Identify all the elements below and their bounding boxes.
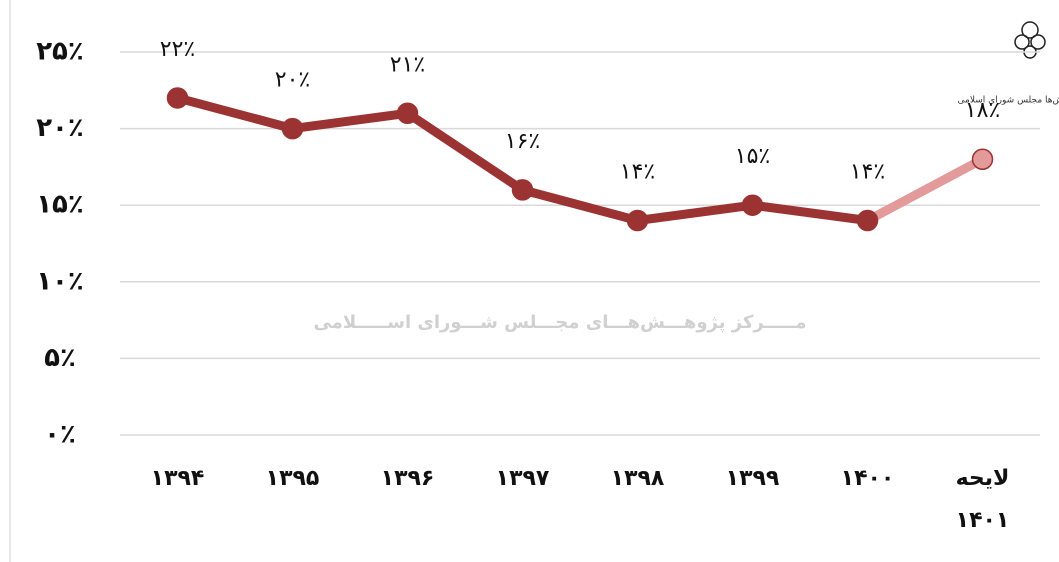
point <box>166 87 189 109</box>
data-label: ۱۴٪ <box>850 160 885 185</box>
data-label: ۲۱٪ <box>390 52 425 77</box>
line-segment <box>173 93 297 134</box>
x-tick-label: ۱۴۰۰ <box>840 466 895 491</box>
point <box>626 209 649 232</box>
line-segment <box>403 108 527 195</box>
data-label: ۲۲٪ <box>160 37 195 62</box>
x-tick-label: ۱۳۹۷ <box>495 466 550 491</box>
point <box>971 148 994 170</box>
x-tick-label: ۱۳۹۴ <box>150 466 205 491</box>
line-segment <box>288 108 412 134</box>
x-tick-label: ۱۳۹۶ <box>380 466 435 491</box>
point <box>741 194 764 216</box>
y-tick-label: ۲۰٪ <box>36 113 84 143</box>
point <box>856 209 879 232</box>
watermark: مـــــرکز پژوهـــش‌هـــای مجـــلس شـــور… <box>313 312 806 333</box>
y-tick-label: ۱۰٪ <box>36 266 84 296</box>
line-segment <box>748 200 872 226</box>
line-segment <box>863 154 987 226</box>
y-tick-label: ۵٪ <box>44 343 76 373</box>
point <box>281 117 304 140</box>
line-segment <box>518 185 642 226</box>
data-label: ۱۶٪ <box>505 129 540 154</box>
y-tick-label: ۱۵٪ <box>36 190 84 220</box>
data-label: ۱۴٪ <box>620 160 655 185</box>
line-segment <box>633 200 757 226</box>
logo-text: مرکز پژوهش‌ها مجلس شورای اسلامی <box>958 96 1059 106</box>
x-tick-label: ۱۳۹۵ <box>265 466 320 491</box>
y-tick-label: ۲۵٪ <box>36 37 84 67</box>
point <box>396 102 419 125</box>
data-label: ۱۵٪ <box>735 144 770 169</box>
x-tick-label: لایحه ۱۴۰۱ <box>955 466 1010 533</box>
x-tick-label: ۱۳۹۸ <box>610 466 665 491</box>
data-label: ۲۰٪ <box>275 68 310 93</box>
x-tick-label: ۱۳۹۹ <box>725 466 780 491</box>
point <box>511 179 534 201</box>
data-label: ۱۸٪ <box>965 98 1000 123</box>
y-tick-label: ۰٪ <box>44 420 76 450</box>
